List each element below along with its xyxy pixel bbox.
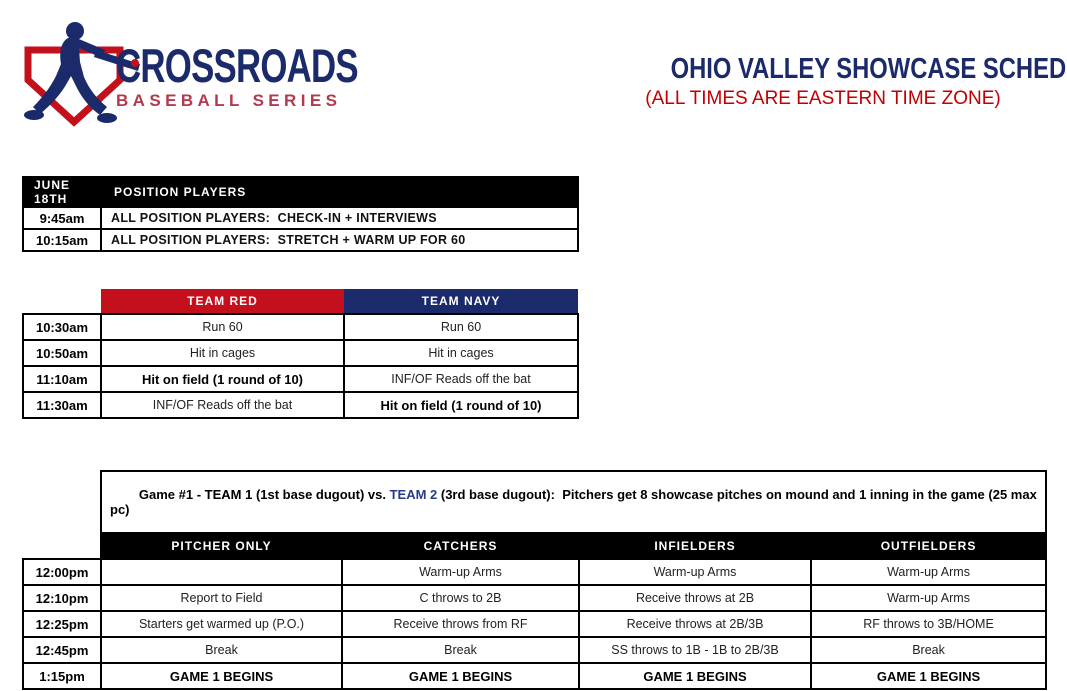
column-header-outfielders: OUTFIELDERS	[809, 532, 1048, 560]
page-subtitle: (ALL TIMES ARE EASTERN TIME ZONE)	[645, 87, 1001, 109]
team-navy-cell: Hit on field (1 round of 10)	[343, 391, 579, 419]
outfielder-cell: GAME 1 BEGINS	[809, 662, 1048, 690]
time-cell: 10:30am	[22, 313, 102, 341]
title-block: OHIO VALLEY SHOWCASE SCHEDULE (ALL TIMES…	[622, 53, 1067, 110]
pitcher-cell: Starters get warmed up (P.O.)	[100, 610, 343, 638]
infielder-cell: SS throws to 1B - 1B to 2B/3B	[578, 636, 812, 664]
time-cell: 10:50am	[22, 339, 102, 367]
table-row: 9:45am ALL POSITION PLAYERS: CHECK-IN + …	[22, 206, 579, 230]
pitcher-cell: GAME 1 BEGINS	[100, 662, 343, 690]
time-cell: 12:10pm	[22, 584, 102, 612]
outfielder-cell: Warm-up Arms	[809, 558, 1048, 586]
table-row: 12:25pm Starters get warmed up (P.O.) Re…	[22, 610, 1048, 638]
time-cell: 12:25pm	[22, 610, 102, 638]
catcher-cell: Receive throws from RF	[341, 610, 580, 638]
empty-corner-cell	[23, 289, 101, 314]
empty-corner-cell	[23, 533, 101, 559]
crossroads-logo-icon	[24, 22, 140, 127]
brand-wordmark: CROSSROADS	[116, 39, 359, 92]
column-header-pitcher-only: PITCHER ONLY	[100, 532, 343, 560]
column-header-infielders: INFIELDERS	[578, 532, 812, 560]
pitcher-cell: Break	[100, 636, 343, 664]
game1-team2-text: TEAM 2	[389, 487, 438, 502]
game1-header-text: (3rd base dugout): Pitchers get 8 showca…	[110, 487, 1041, 517]
table-row: 11:10am Hit on field (1 round of 10) INF…	[22, 365, 579, 393]
june18-group-header: POSITION PLAYERS	[100, 176, 579, 208]
team-red-header: TEAM RED	[101, 289, 344, 314]
table-row: 12:00pm Warm-up Arms Warm-up Arms Warm-u…	[22, 558, 1048, 586]
team-red-cell: INF/OF Reads off the bat	[100, 391, 345, 419]
time-cell: 11:30am	[22, 391, 102, 419]
game1-table: Game #1 - TEAM 1 (1st base dugout) vs. T…	[22, 470, 1048, 690]
page-title: OHIO VALLEY SHOWCASE SCHEDULE	[670, 53, 1067, 85]
activity-cell: ALL POSITION PLAYERS: CHECK-IN + INTERVI…	[100, 206, 579, 230]
batter-silhouette-icon	[24, 22, 140, 123]
infielder-cell: Receive throws at 2B	[578, 584, 812, 612]
empty-corner-cell	[23, 471, 101, 533]
team-red-cell: Hit on field (1 round of 10)	[100, 365, 345, 393]
team-navy-cell: INF/OF Reads off the bat	[343, 365, 579, 393]
infielder-cell: Warm-up Arms	[578, 558, 812, 586]
catcher-cell: GAME 1 BEGINS	[341, 662, 580, 690]
june18-table: JUNE 18TH POSITION PLAYERS 9:45am ALL PO…	[22, 176, 579, 252]
catcher-cell: C throws to 2B	[341, 584, 580, 612]
game1-header: Game #1 - TEAM 1 (1st base dugout) vs. T…	[99, 470, 1048, 534]
time-cell: 1:15pm	[22, 662, 102, 690]
game1-header-text: Game #1 - TEAM 1 (1st base dugout) vs.	[138, 487, 390, 502]
table-row: 10:15am ALL POSITION PLAYERS: STRETCH + …	[22, 228, 579, 252]
table-row: 10:50am Hit in cages Hit in cages	[22, 339, 579, 367]
infielder-cell: GAME 1 BEGINS	[578, 662, 812, 690]
table-row: 12:10pm Report to Field C throws to 2B R…	[22, 584, 1048, 612]
outfielder-cell: Break	[809, 636, 1048, 664]
activity-cell: ALL POSITION PLAYERS: STRETCH + WARM UP …	[100, 228, 579, 252]
time-cell: 9:45am	[22, 206, 102, 230]
team-navy-cell: Run 60	[343, 313, 579, 341]
brand-wordmark-block: CROSSROADS BASEBALL SERIES	[116, 39, 443, 111]
table-row: 11:30am INF/OF Reads off the bat Hit on …	[22, 391, 579, 419]
june18-date-header: JUNE 18TH	[22, 176, 102, 208]
column-header-catchers: CATCHERS	[341, 532, 580, 560]
outfielder-cell: RF throws to 3B/HOME	[809, 610, 1048, 638]
team-red-cell: Run 60	[100, 313, 345, 341]
brand-tagline: BASEBALL SERIES	[116, 91, 342, 111]
time-cell: 12:00pm	[22, 558, 102, 586]
time-cell: 12:45pm	[22, 636, 102, 664]
table-row: 12:45pm Break Break SS throws to 1B - 1B…	[22, 636, 1048, 664]
team-split-table: TEAM RED TEAM NAVY 10:30am Run 60 Run 60…	[22, 289, 579, 419]
team-red-cell: Hit in cages	[100, 339, 345, 367]
pitcher-cell	[100, 558, 343, 586]
team-navy-header: TEAM NAVY	[344, 289, 578, 314]
time-cell: 11:10am	[22, 365, 102, 393]
pitcher-cell: Report to Field	[100, 584, 343, 612]
table-row: 1:15pm GAME 1 BEGINS GAME 1 BEGINS GAME …	[22, 662, 1048, 690]
catcher-cell: Warm-up Arms	[341, 558, 580, 586]
table-row: 10:30am Run 60 Run 60	[22, 313, 579, 341]
catcher-cell: Break	[341, 636, 580, 664]
infielder-cell: Receive throws at 2B/3B	[578, 610, 812, 638]
outfielder-cell: Warm-up Arms	[809, 584, 1048, 612]
ball-dot-icon	[131, 59, 139, 67]
time-cell: 10:15am	[22, 228, 102, 252]
team-navy-cell: Hit in cages	[343, 339, 579, 367]
